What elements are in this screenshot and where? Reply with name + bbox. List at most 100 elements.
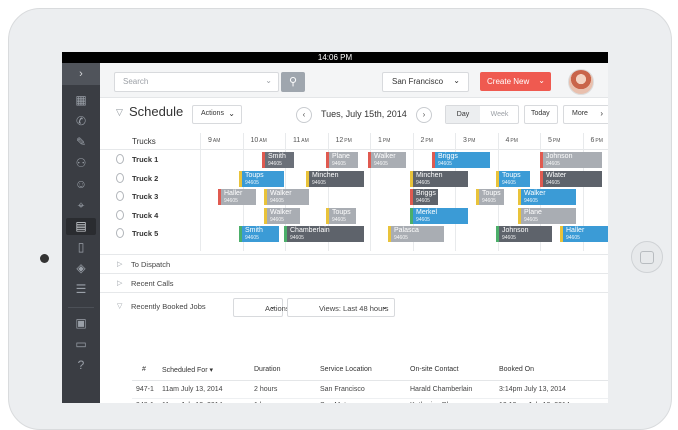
- job-zip: 94605: [546, 179, 560, 186]
- truck-row: Truck 5 Smith 94605 Chamberlain 94605 Palasca…: [100, 225, 608, 243]
- job-block[interactable]: Toups 94605: [496, 170, 530, 187]
- job-block[interactable]: Haller 94605: [218, 189, 256, 205]
- job-block[interactable]: Minchen 94605: [306, 170, 364, 187]
- col-number[interactable]: #: [142, 366, 146, 373]
- users-icon[interactable]: ⚇: [75, 156, 87, 170]
- create-new-button[interactable]: Create New ⌄: [480, 72, 551, 91]
- job-block[interactable]: Briggs 94605: [410, 189, 438, 205]
- chevron-down-icon[interactable]: ▽: [117, 303, 123, 310]
- location-pin-icon: [116, 191, 124, 201]
- sidebar-toggle-button[interactable]: ›: [62, 63, 100, 85]
- grid-header: Trucks 9AM 10AM 11AM 12PM 1PM 2PM 3PM 4PM 5PM 6PM: [100, 133, 608, 150]
- actions-label: Actions: [201, 110, 224, 117]
- chevron-right-icon: ›: [422, 110, 426, 119]
- hour-number: 2: [420, 137, 425, 144]
- job-block[interactable]: Walker 94605: [518, 189, 576, 205]
- avatar[interactable]: [568, 69, 594, 95]
- home-button[interactable]: [631, 241, 663, 273]
- user-icon[interactable]: ☺: [74, 177, 88, 191]
- job-block[interactable]: Walker 94605: [264, 207, 300, 224]
- edit-icon[interactable]: ✎: [75, 135, 87, 149]
- location-value: San Francisco: [392, 77, 444, 86]
- day-view-button[interactable]: Day: [446, 106, 480, 123]
- card-icon[interactable]: ▭: [75, 337, 87, 351]
- document-icon[interactable]: ▯: [77, 240, 85, 254]
- table-row[interactable]: 947-1 11am July 13, 2014 2 hours San Franci…: [132, 382, 608, 399]
- views-select[interactable]: Views: Last 48 hours ⌄: [287, 298, 395, 317]
- job-block[interactable]: Johnson 94605: [540, 152, 602, 168]
- col-scheduled-for[interactable]: Scheduled For ▾: [162, 366, 213, 374]
- job-status-stripe: [540, 170, 543, 187]
- job-status-stripe: [306, 170, 309, 187]
- grid-icon[interactable]: ▦: [75, 93, 87, 107]
- list-icon[interactable]: ☰: [75, 282, 87, 296]
- location-icon[interactable]: ⌖: [77, 198, 85, 212]
- schedule-actions-button[interactable]: Actions ⌄: [192, 105, 242, 124]
- col-onsite-contact[interactable]: On-site Contact: [410, 366, 459, 373]
- layers-icon[interactable]: ◈: [76, 261, 86, 275]
- hour-number: 9: [208, 137, 212, 144]
- job-zip: 94605: [245, 235, 259, 241]
- truck-name: Truck 1: [132, 155, 159, 164]
- job-block[interactable]: Smith 94605: [262, 152, 294, 168]
- jobs-table-header: # Scheduled For ▾ Duration Service Locat…: [132, 366, 608, 381]
- job-status-stripe: [518, 207, 521, 224]
- job-block[interactable]: Haller 94605: [560, 226, 608, 242]
- job-zip: 94605: [524, 216, 538, 223]
- schedule-title: Schedule: [129, 104, 184, 119]
- job-block[interactable]: Johnson 94605: [496, 226, 552, 242]
- hour-number: 3: [463, 137, 467, 144]
- job-block[interactable]: Toups 94605: [326, 207, 356, 224]
- week-view-button[interactable]: Week: [490, 111, 509, 118]
- job-block[interactable]: Walker 94605: [368, 152, 406, 168]
- col-service-location[interactable]: Service Location: [320, 366, 372, 373]
- job-block[interactable]: Briggs 94605: [432, 152, 490, 168]
- job-status-stripe: [410, 189, 413, 205]
- job-block[interactable]: Toups 94605: [476, 189, 504, 205]
- job-zip: 94605: [394, 235, 408, 241]
- job-block[interactable]: Minchen 94605: [410, 170, 468, 187]
- book-icon[interactable]: ▣: [75, 316, 87, 330]
- col-booked-on[interactable]: Booked On: [499, 366, 535, 373]
- job-block[interactable]: Plane 94605: [518, 207, 576, 224]
- hour-suffix: PM: [595, 138, 603, 144]
- search-input[interactable]: Search ⌄: [114, 72, 279, 92]
- job-status-stripe: [410, 207, 413, 224]
- phone-icon[interactable]: ✆: [75, 114, 87, 128]
- help-icon[interactable]: ?: [77, 358, 85, 372]
- job-status-stripe: [264, 207, 267, 224]
- job-block[interactable]: Walker 94605: [264, 189, 309, 205]
- hour-gridline: [200, 133, 201, 251]
- location-select[interactable]: San Francisco ⌄: [382, 72, 469, 92]
- job-block[interactable]: Wlater 94605: [540, 170, 602, 187]
- recent-calls-section[interactable]: ▷ Recent Calls: [100, 273, 608, 293]
- search-button[interactable]: ⚲: [281, 72, 305, 92]
- prev-date-button[interactable]: ‹: [296, 107, 312, 123]
- hour-number: 1: [378, 137, 382, 144]
- today-button[interactable]: Today: [524, 105, 558, 124]
- job-block[interactable]: Merkel 94605: [410, 207, 468, 224]
- job-zip: 94605: [502, 179, 516, 186]
- job-status-stripe: [476, 189, 479, 205]
- job-block[interactable]: Smith 94605: [239, 226, 279, 242]
- to-dispatch-section[interactable]: ▷ To Dispatch: [100, 254, 608, 274]
- job-name: Walker: [270, 190, 292, 197]
- collapse-caret-icon[interactable]: ▽: [116, 107, 123, 117]
- job-name: Briggs: [438, 153, 458, 160]
- job-block[interactable]: Palasca 94605: [388, 226, 444, 242]
- next-date-button[interactable]: ›: [416, 107, 432, 123]
- home-button-icon: [640, 251, 654, 264]
- col-duration[interactable]: Duration: [254, 366, 281, 373]
- job-status-stripe: [284, 226, 287, 242]
- more-button[interactable]: More ›: [563, 105, 608, 124]
- job-status-stripe: [388, 226, 391, 242]
- job-block[interactable]: Chamberlain 94605: [284, 226, 364, 242]
- calendar-icon[interactable]: ▤: [66, 218, 96, 235]
- job-block[interactable]: Plane 94605: [326, 152, 358, 168]
- job-block[interactable]: Toups 94605: [239, 170, 284, 187]
- location-pin-icon: [116, 228, 124, 238]
- booked-actions-button[interactable]: Actions ⌄: [233, 298, 290, 317]
- truck-row: Truck 2 Toups 94605 Minchen 94605 Minchen 9460…: [100, 170, 608, 188]
- chevron-down-icon: ⌄: [265, 76, 272, 85]
